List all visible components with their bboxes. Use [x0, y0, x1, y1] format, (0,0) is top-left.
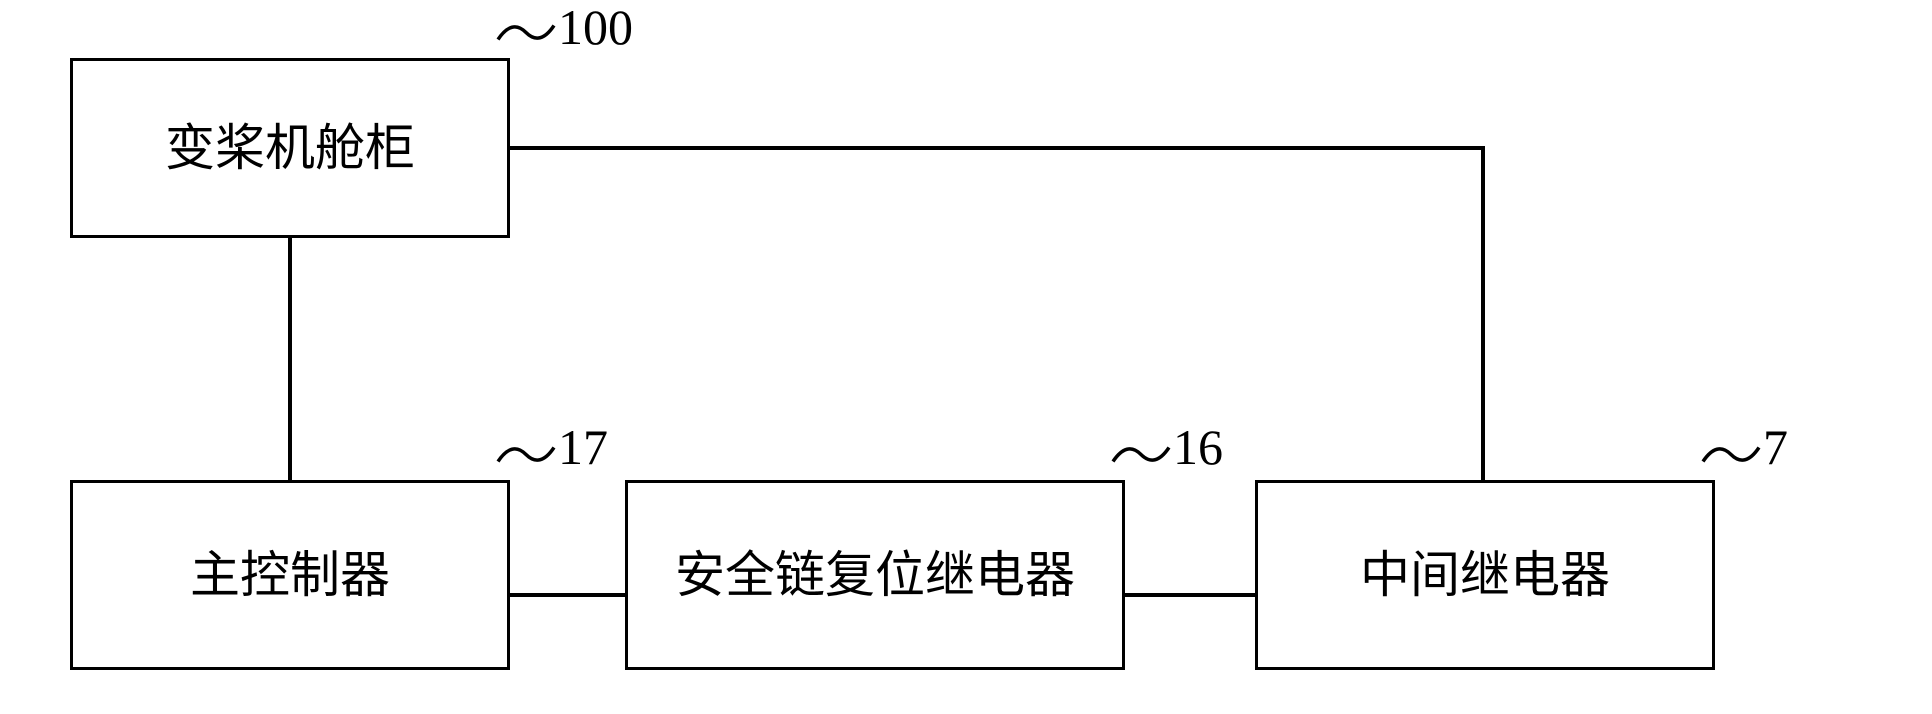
- main-controller-label: 主控制器: [190, 545, 390, 605]
- connector-pitch-to-intermediate-h: [510, 146, 1485, 150]
- callout-16-number: 16: [1173, 418, 1223, 476]
- intermediate-relay-box: 中间继电器: [1255, 480, 1715, 670]
- connector-pitch-to-main: [288, 238, 292, 480]
- pitch-cabinet-box: 变桨机舱柜: [70, 58, 510, 238]
- main-controller-box: 主控制器: [70, 480, 510, 670]
- callout-17-tilde: [498, 446, 554, 470]
- callout-16-tilde: [1113, 446, 1169, 470]
- safety-reset-relay-box: 安全链复位继电器: [625, 480, 1125, 670]
- safety-reset-relay-label: 安全链复位继电器: [655, 545, 1095, 605]
- callout-100-number: 100: [558, 0, 633, 56]
- intermediate-relay-label: 中间继电器: [1360, 545, 1610, 605]
- connector-safety-to-intermediate: [1125, 593, 1255, 597]
- connector-main-to-safety: [510, 593, 625, 597]
- callout-17-number: 17: [558, 418, 608, 476]
- connector-pitch-to-intermediate-v: [1481, 146, 1485, 480]
- pitch-cabinet-label: 变桨机舱柜: [165, 118, 415, 178]
- callout-7-number: 7: [1763, 418, 1788, 476]
- callout-100-tilde: [498, 24, 554, 48]
- callout-7-tilde: [1703, 446, 1759, 470]
